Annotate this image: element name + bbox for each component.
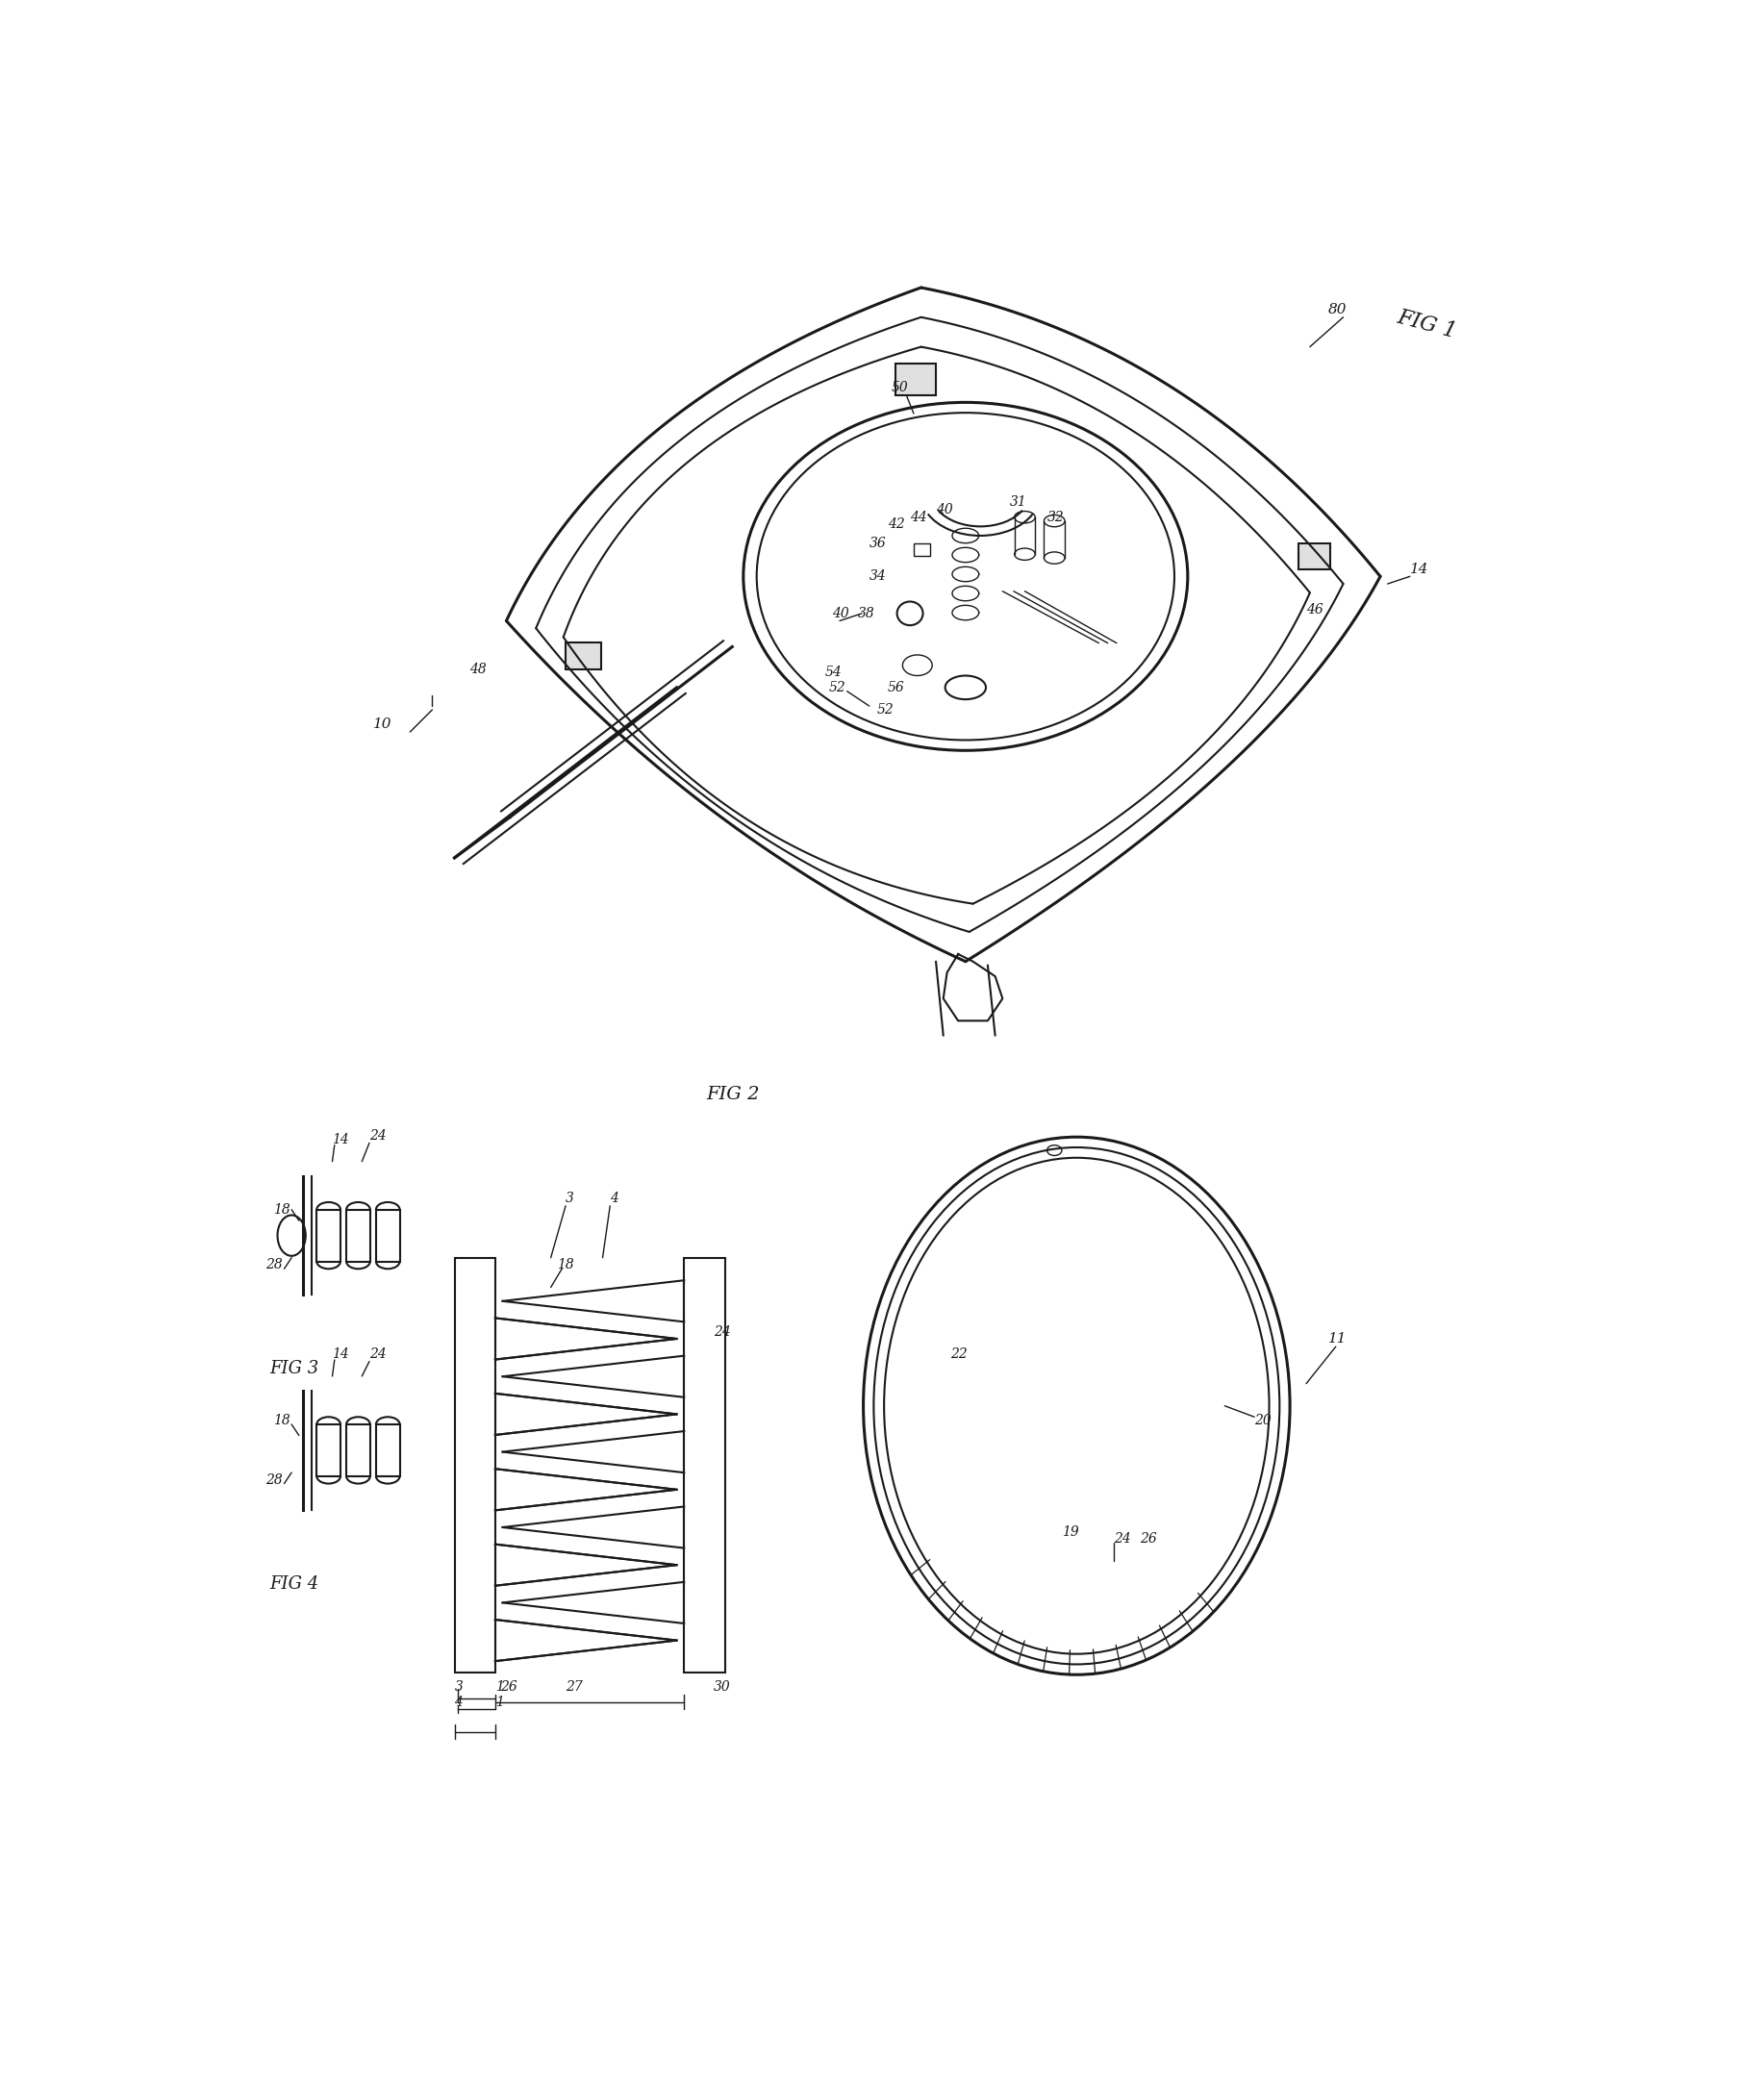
Text: 24: 24 [1113, 1533, 1131, 1545]
Bar [455, 1257, 496, 1672]
Text: 19: 19 [1062, 1524, 1080, 1539]
Text: 44: 44 [910, 509, 928, 524]
Text: FIG 4: FIG 4 [270, 1574, 319, 1593]
Bar [376, 1209, 400, 1261]
Text: 36: 36 [870, 537, 886, 549]
Text: 1: 1 [496, 1681, 505, 1693]
Text: 14: 14 [332, 1347, 349, 1361]
Text: 28: 28 [266, 1259, 282, 1272]
Text: 18: 18 [273, 1414, 289, 1428]
Text: 4: 4 [610, 1192, 619, 1205]
Bar [346, 1209, 370, 1261]
Text: 50: 50 [891, 380, 908, 395]
Text: 34: 34 [870, 570, 886, 583]
Text: 48: 48 [469, 662, 487, 677]
Text: FIG 2: FIG 2 [706, 1086, 760, 1102]
Text: 30: 30 [714, 1681, 730, 1693]
Text: 3: 3 [566, 1192, 573, 1205]
Text: FIG 1: FIG 1 [1395, 307, 1459, 342]
Text: 4: 4 [455, 1695, 462, 1708]
Text: 22: 22 [951, 1347, 968, 1361]
Bar [894, 363, 937, 395]
Text: 10: 10 [372, 718, 392, 731]
Text: 26: 26 [1140, 1533, 1157, 1545]
Bar [318, 1209, 340, 1261]
Text: 24: 24 [369, 1347, 386, 1361]
Text: 40: 40 [937, 503, 953, 516]
Text: 24: 24 [714, 1326, 730, 1338]
Text: 42: 42 [887, 518, 905, 530]
Text: 1: 1 [496, 1695, 505, 1708]
Bar [1298, 543, 1330, 570]
Text: 46: 46 [1305, 603, 1323, 616]
Text: 20: 20 [1254, 1414, 1272, 1428]
Text: 18: 18 [273, 1203, 289, 1217]
Text: 52: 52 [829, 681, 845, 693]
Text: 38: 38 [857, 608, 875, 620]
Text: 14: 14 [1409, 562, 1429, 576]
Text: 14: 14 [332, 1132, 349, 1146]
Text: 3: 3 [455, 1681, 462, 1693]
Bar [914, 543, 930, 555]
Text: 54: 54 [826, 666, 841, 679]
Bar [318, 1424, 340, 1476]
Bar [376, 1424, 400, 1476]
Text: 11: 11 [1328, 1332, 1348, 1347]
Bar [346, 1424, 370, 1476]
Text: 40: 40 [833, 608, 848, 620]
Text: 18: 18 [557, 1259, 573, 1272]
Text: 32: 32 [1048, 509, 1064, 524]
Bar [566, 643, 602, 668]
Text: 80: 80 [1328, 303, 1348, 317]
Text: 24: 24 [369, 1130, 386, 1142]
Text: 27: 27 [566, 1681, 582, 1693]
Bar [684, 1257, 725, 1672]
Text: 26: 26 [501, 1681, 517, 1693]
Text: 31: 31 [1011, 495, 1027, 509]
Text: 56: 56 [887, 681, 905, 693]
Text: FIG 3: FIG 3 [270, 1359, 319, 1378]
Text: 28: 28 [266, 1474, 282, 1487]
Text: 52: 52 [877, 704, 894, 716]
